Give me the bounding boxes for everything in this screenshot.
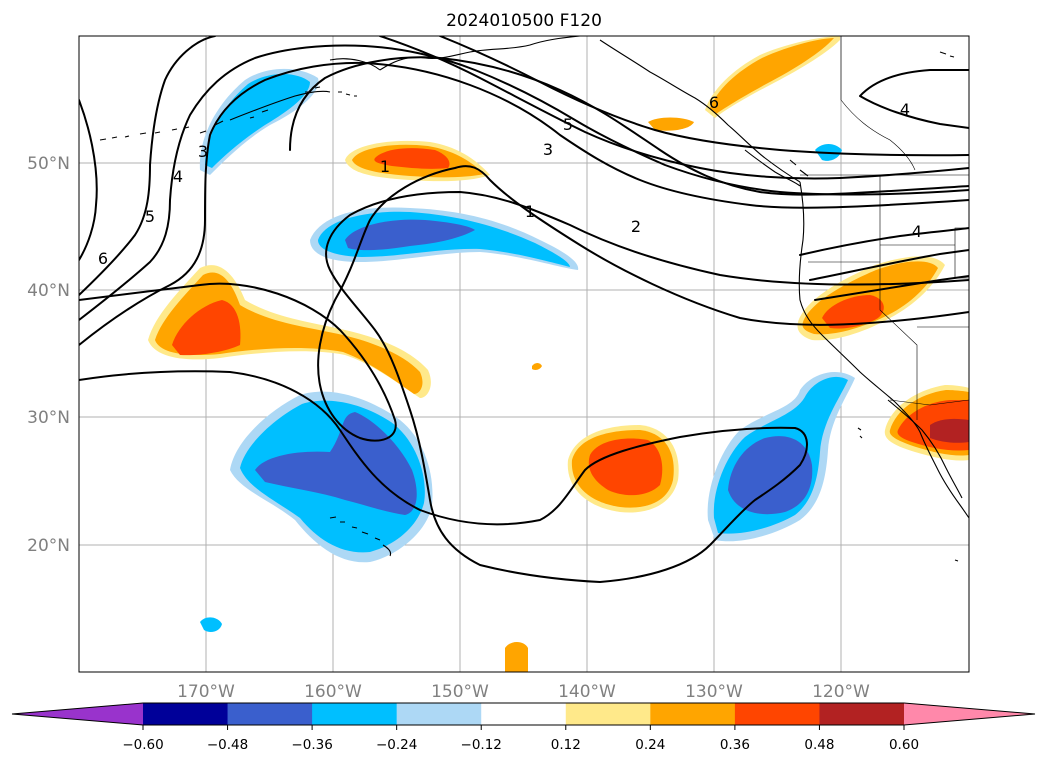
coast-hawaii — [329, 516, 392, 557]
contour-3 — [79, 61, 969, 346]
colorbar-extend-high — [904, 703, 1035, 725]
contour-1-loop — [289, 56, 969, 196]
colorbar-bin — [396, 703, 482, 725]
contour-label: 1 — [380, 157, 390, 176]
colorbar-tick-label: 0.60 — [889, 737, 919, 753]
contour-2 — [79, 191, 969, 583]
coast-islands-east — [857, 427, 959, 562]
border-alaska-canada — [840, 36, 916, 171]
colorbar-extend-low — [12, 703, 143, 725]
contour-6 — [79, 36, 969, 261]
coast-alaska-islands — [305, 51, 955, 97]
colorbar-tick-label: 0.24 — [635, 737, 665, 753]
colorbar-bin — [481, 703, 567, 725]
contour-label: 3 — [198, 142, 208, 161]
colorbar-tick-label: −0.48 — [207, 737, 248, 753]
colorbar-bins — [143, 703, 905, 725]
colorbar-bin — [734, 703, 820, 725]
colorbar-tick-label: −0.24 — [376, 737, 417, 753]
positive-anomaly-shading — [148, 36, 969, 672]
contour-label: 1 — [525, 202, 535, 221]
colorbar-bin — [650, 703, 736, 725]
contour-label: 6 — [709, 93, 719, 112]
coast-west-us — [798, 181, 969, 519]
lon-label: 140°W — [558, 682, 616, 702]
border-us-mexico — [889, 399, 969, 406]
colorbar-bin — [143, 703, 229, 725]
neg-region-hawaii-strong — [255, 412, 417, 515]
contour-label: 6 — [98, 249, 108, 268]
contour-labels: 1 1 2 3 3 4 4 4 5 5 6 6 — [98, 93, 922, 268]
pos-region-tiny — [532, 363, 542, 370]
colorbar-tick-label: −0.12 — [461, 737, 502, 753]
colorbar-ticks: −0.60 −0.48 −0.36 −0.24 −0.12 0.12 0.24 0.36 0.4… — [122, 725, 919, 753]
colorbar-tick-label: −0.36 — [291, 737, 332, 753]
contour-label: 4 — [173, 167, 183, 186]
lat-label: 30°N — [27, 408, 70, 428]
contour-4 — [79, 44, 969, 321]
colorbar: −0.60 −0.48 −0.36 −0.24 −0.12 0.12 0.24 0.36 0.4… — [11, 702, 1036, 753]
contour-5 — [79, 36, 969, 296]
contour-1-south — [79, 165, 969, 442]
lat-label: 20°N — [27, 536, 70, 556]
pos-region-mexico-max — [930, 418, 969, 443]
figure-title: 2024010500 F120 — [446, 11, 602, 31]
contour-label: 4 — [912, 222, 922, 241]
pos-region-west-strong — [172, 300, 241, 356]
contour-4-east — [859, 69, 969, 129]
pos-region-bc-mid — [710, 38, 834, 114]
neg-region-small-sw — [200, 617, 222, 632]
contour-label: 2 — [631, 217, 641, 236]
coast-bc-north — [599, 39, 801, 183]
map-frame — [78, 35, 970, 673]
contour-label: 3 — [543, 140, 553, 159]
coast-aleutians — [99, 126, 190, 141]
border-states — [808, 175, 969, 420]
map-content: 1 1 2 3 3 4 4 4 5 5 6 6 — [79, 36, 969, 672]
lon-label: 150°W — [431, 682, 489, 702]
pos-region-small-south — [505, 642, 528, 672]
coastlines — [99, 36, 969, 562]
colorbar-tick-label: 0.36 — [720, 737, 750, 753]
contour-lines — [79, 36, 969, 583]
colorbar-tick-label: 0.12 — [551, 737, 581, 753]
latitude-labels: 50°N 40°N 30°N 20°N — [27, 154, 70, 556]
neg-region-alaska-core — [205, 74, 310, 168]
pos-region-small-alaska — [648, 117, 694, 131]
coast-baja — [887, 399, 963, 499]
colorbar-bin — [565, 703, 651, 725]
colorbar-bin — [227, 703, 313, 725]
colorbar-bin — [819, 703, 905, 725]
contour-label: 5 — [563, 115, 573, 134]
neg-region-east-strong — [728, 436, 813, 515]
colorbar-tick-label: 0.48 — [804, 737, 834, 753]
pos-region-california-strong — [822, 295, 884, 329]
lat-label: 50°N — [27, 154, 70, 174]
pos-region-center-strong — [588, 438, 663, 496]
lon-label: 170°W — [177, 682, 235, 702]
colorbar-bin — [312, 703, 398, 725]
pos-region-north-strong — [374, 148, 450, 169]
contour-east-lower — [799, 227, 969, 301]
longitude-labels: 170°W 160°W 150°W 140°W 130°W 120°W — [177, 682, 870, 702]
coast-alaska — [199, 36, 581, 134]
lat-label: 40°N — [27, 281, 70, 301]
contour-label: 5 — [145, 207, 155, 226]
lon-label: 120°W — [812, 682, 870, 702]
lon-label: 160°W — [304, 682, 362, 702]
neg-region-mid-strong — [345, 219, 475, 251]
negative-anomaly-shading — [199, 68, 855, 632]
contour-label: 4 — [900, 100, 910, 119]
lon-label: 130°W — [685, 682, 743, 702]
colorbar-tick-label: −0.60 — [122, 737, 163, 753]
